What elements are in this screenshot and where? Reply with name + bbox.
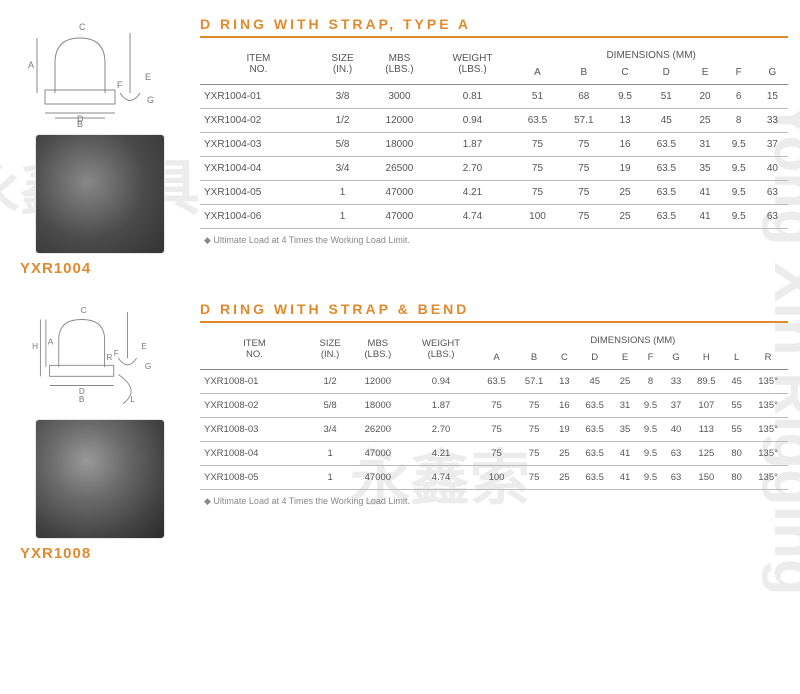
photo-bend: [35, 419, 165, 539]
footnote-b: Ultimate Load at 4 Times the Working Loa…: [200, 490, 788, 507]
th-size-b: SIZE (IN.): [309, 329, 351, 370]
th-dim-a: A: [478, 352, 516, 370]
svg-text:E: E: [141, 342, 147, 351]
th-dim-a: A: [514, 67, 560, 85]
th-dim-d: D: [576, 352, 614, 370]
svg-text:G: G: [145, 362, 151, 371]
table-row: YXR1004-061470004.74100752563.5419.563: [200, 205, 788, 229]
th-item: ITEM NO.: [200, 44, 317, 85]
th-dim-l: L: [725, 352, 748, 370]
svg-text:F: F: [114, 349, 119, 358]
diagram-type-a: D B A C FEG: [25, 18, 175, 128]
diagram-bend: C H A D B FE GL R: [25, 303, 175, 413]
section-type-a: D B A C FEG YXR1004 D RING WITH STRAP, T…: [0, 10, 788, 277]
th-dim-g: G: [664, 352, 687, 370]
svg-text:G: G: [147, 95, 154, 105]
svg-text:B: B: [77, 119, 83, 128]
th-size: SIZE (IN.): [317, 44, 368, 85]
th-mbs-b: MBS (LBS.): [351, 329, 404, 370]
table-row: YXR1008-051470004.74100752563.5419.56315…: [200, 466, 788, 490]
title-b: D RING WITH STRAP & BEND: [200, 295, 788, 323]
th-mbs: MBS (LBS.): [368, 44, 430, 85]
table-row: YXR1008-033/4262002.7075751963.5359.5401…: [200, 418, 788, 442]
th-dim-f: F: [721, 67, 757, 85]
svg-text:C: C: [79, 22, 86, 32]
table-row: YXR1008-041470004.2175752563.5419.563125…: [200, 442, 788, 466]
product-code-a: YXR1004: [8, 260, 91, 277]
table-row: YXR1008-011/2120000.9463.557.11345258338…: [200, 370, 788, 394]
th-dim-h: H: [688, 352, 726, 370]
table-row: YXR1004-051470004.2175752563.5419.563: [200, 181, 788, 205]
th-dim-e: E: [614, 352, 637, 370]
left-column-b: C H A D B FE GL R YXR1008: [0, 295, 200, 562]
left-column-a: D B A C FEG YXR1004: [0, 10, 200, 277]
table-row: YXR1004-013/830000.8151689.55120615: [200, 85, 788, 109]
svg-text:L: L: [130, 395, 135, 404]
th-dimensions-b: DIMENSIONS (MM): [478, 329, 788, 352]
th-dimensions: DIMENSIONS (MM): [514, 44, 788, 67]
svg-text:R: R: [106, 353, 112, 362]
table-row: YXR1004-035/8180001.8775751663.5319.537: [200, 133, 788, 157]
th-dim-c: C: [607, 67, 643, 85]
th-dim-f: F: [637, 352, 665, 370]
right-column-a: D RING WITH STRAP, TYPE A ITEM NO. SIZE …: [200, 10, 788, 277]
svg-text:H: H: [32, 342, 38, 351]
th-dim-e: E: [689, 67, 720, 85]
svg-text:A: A: [48, 337, 54, 346]
spec-table-a: ITEM NO. SIZE (IN.) MBS (LBS.) WEIGHT (L…: [200, 44, 788, 229]
th-dim-c: C: [553, 352, 576, 370]
footnote-a: Ultimate Load at 4 Times the Working Loa…: [200, 229, 788, 246]
photo-type-a: [35, 134, 165, 254]
svg-text:E: E: [145, 72, 151, 82]
spec-table-b: ITEM NO. SIZE (IN.) MBS (LBS.) WEIGHT (L…: [200, 329, 788, 490]
th-item-b: ITEM NO.: [200, 329, 309, 370]
title-a: D RING WITH STRAP, TYPE A: [200, 10, 788, 38]
th-dim-g: G: [757, 67, 788, 85]
th-dim-r: R: [748, 352, 788, 370]
section-bend: C H A D B FE GL R YXR1008 D RING WITH ST…: [0, 295, 788, 562]
table-row: YXR1008-025/8180001.8775751663.5319.5371…: [200, 394, 788, 418]
svg-text:F: F: [117, 80, 123, 90]
table-row: YXR1004-021/2120000.9463.557.1134525833: [200, 109, 788, 133]
th-dim-d: D: [643, 67, 689, 85]
table-row: YXR1004-043/4265002.7075751963.5359.540: [200, 157, 788, 181]
tbody-b: YXR1008-011/2120000.9463.557.11345258338…: [200, 370, 788, 490]
th-dim-b: B: [561, 67, 607, 85]
th-weight-b: WEIGHT (LBS.): [404, 329, 477, 370]
tbody-a: YXR1004-013/830000.8151689.55120615YXR10…: [200, 85, 788, 229]
th-weight: WEIGHT (LBS.): [431, 44, 515, 85]
svg-text:C: C: [81, 306, 87, 315]
right-column-b: D RING WITH STRAP & BEND ITEM NO. SIZE (…: [200, 295, 788, 562]
svg-text:B: B: [79, 395, 85, 404]
th-dim-b: B: [515, 352, 553, 370]
product-code-b: YXR1008: [8, 545, 91, 562]
svg-text:A: A: [28, 60, 34, 70]
